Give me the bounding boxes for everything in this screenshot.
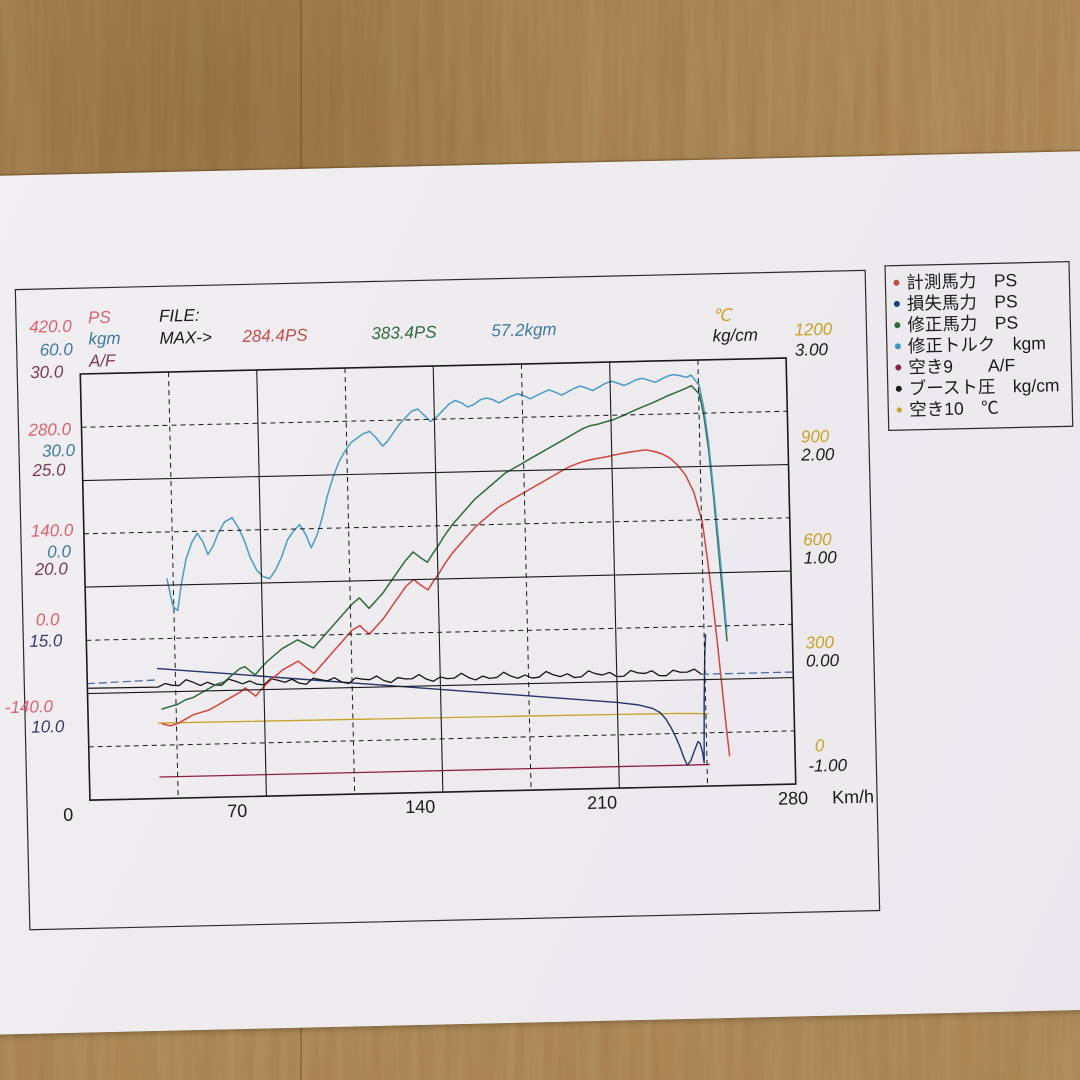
svg-text:MAX->: MAX-> [159, 328, 212, 348]
svg-text:A/F: A/F [88, 351, 117, 371]
svg-text:70: 70 [227, 801, 247, 822]
svg-text:1200: 1200 [794, 320, 833, 340]
svg-text:0.0: 0.0 [36, 610, 61, 630]
svg-text:600: 600 [803, 530, 832, 550]
svg-text:420.0: 420.0 [29, 317, 72, 337]
svg-text:383.4PS: 383.4PS [371, 323, 437, 344]
svg-text:計測馬力 PS: 計測馬力 PS [906, 270, 1017, 293]
svg-text:20.0: 20.0 [33, 559, 68, 579]
svg-text:15.0: 15.0 [29, 631, 63, 651]
svg-text:空き9 A/F: 空き9 A/F [908, 355, 1016, 378]
svg-text:kgm: kgm [88, 329, 121, 349]
svg-text:10.0: 10.0 [31, 717, 65, 737]
svg-text:ブースト圧 kg/cm: ブースト圧 kg/cm [909, 375, 1060, 399]
svg-text:30.0: 30.0 [30, 362, 64, 382]
svg-text:30.0: 30.0 [42, 441, 76, 461]
svg-text:FILE:: FILE: [159, 306, 200, 326]
svg-text:280: 280 [778, 788, 808, 809]
svg-text:-140.0: -140.0 [5, 697, 54, 717]
svg-text:℃: ℃ [712, 306, 733, 326]
svg-text:Km/h: Km/h [832, 786, 874, 807]
svg-text:3.00: 3.00 [795, 340, 829, 360]
svg-text:210: 210 [587, 792, 617, 813]
svg-text:修正トルク kgm: 修正トルク kgm [908, 333, 1046, 356]
svg-text:2.00: 2.00 [800, 445, 835, 465]
svg-text:60.0: 60.0 [40, 340, 74, 360]
svg-text:25.0: 25.0 [31, 460, 66, 480]
svg-text:0.00: 0.00 [806, 651, 840, 671]
svg-text:900: 900 [801, 427, 830, 447]
svg-text:0: 0 [815, 736, 825, 755]
svg-text:300: 300 [805, 633, 834, 653]
svg-text:修正馬力 PS: 修正馬力 PS [907, 312, 1018, 335]
svg-text:0: 0 [63, 805, 73, 825]
svg-text:140: 140 [405, 796, 435, 817]
svg-text:PS: PS [88, 308, 112, 328]
svg-text:-1.00: -1.00 [808, 756, 848, 776]
svg-text:損失馬力 PS: 損失馬力 PS [907, 291, 1018, 314]
svg-text:284.4PS: 284.4PS [241, 325, 308, 346]
svg-text:空き10 ℃: 空き10 ℃ [909, 398, 999, 420]
svg-text:140.0: 140.0 [31, 521, 74, 541]
svg-text:1.00: 1.00 [803, 548, 837, 568]
svg-text:kg/cm: kg/cm [712, 325, 758, 345]
svg-text:57.2kgm: 57.2kgm [491, 320, 557, 341]
svg-text:280.0: 280.0 [27, 420, 71, 440]
